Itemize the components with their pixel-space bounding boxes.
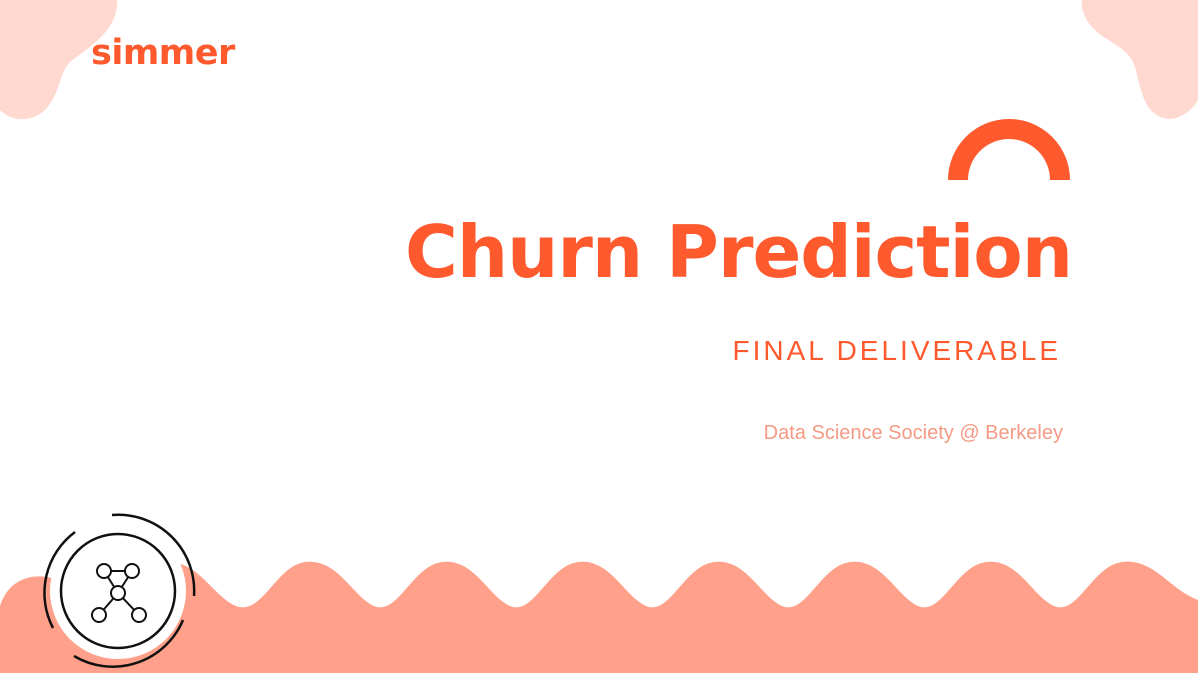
slide-title: Churn Prediction xyxy=(404,210,1073,294)
arc-icon xyxy=(948,119,1070,181)
top-left-blob xyxy=(0,0,118,120)
bottom-wave xyxy=(0,561,1198,673)
top-right-blob xyxy=(1081,0,1198,119)
slide-subtitle: FINAL DELIVERABLE xyxy=(732,335,1061,366)
organization-label: Data Science Society @ Berkeley xyxy=(763,422,1063,444)
simmer-logo: simmer xyxy=(91,33,235,73)
network-emblem-icon xyxy=(43,513,196,668)
